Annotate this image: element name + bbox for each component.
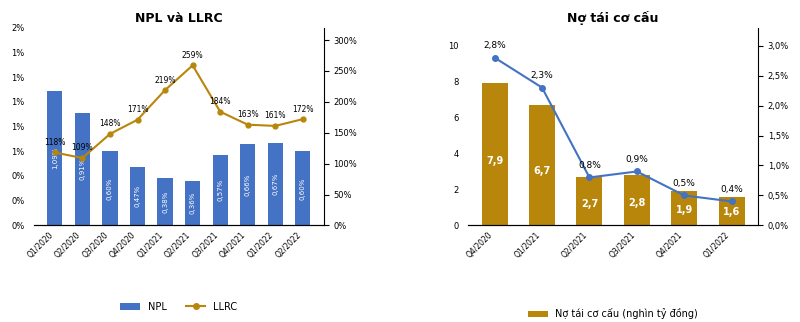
Text: 0,60%: 0,60%: [107, 177, 113, 200]
Text: 0,91%: 0,91%: [79, 158, 86, 180]
Text: 0,47%: 0,47%: [134, 185, 141, 207]
Text: 2,8: 2,8: [628, 198, 646, 208]
Bar: [295, 151, 310, 225]
Bar: [576, 177, 602, 225]
Text: 2,8%: 2,8%: [483, 41, 506, 50]
Bar: [158, 178, 173, 225]
Text: 1,6: 1,6: [723, 207, 740, 217]
Title: NPL và LLRC: NPL và LLRC: [135, 12, 222, 25]
Bar: [529, 105, 555, 225]
Text: 148%: 148%: [99, 119, 121, 128]
Title: Nợ tái cơ cấu: Nợ tái cơ cấu: [567, 11, 659, 25]
Bar: [130, 167, 145, 225]
Text: 161%: 161%: [265, 111, 286, 120]
Text: 184%: 184%: [210, 97, 231, 106]
Text: 6,7: 6,7: [534, 166, 550, 176]
Text: 163%: 163%: [237, 110, 258, 119]
Text: 0,38%: 0,38%: [162, 191, 168, 213]
Bar: [671, 191, 698, 225]
Bar: [102, 151, 118, 225]
Text: 2,7: 2,7: [581, 199, 598, 209]
Text: 2,3%: 2,3%: [530, 71, 554, 80]
Text: 0,8%: 0,8%: [578, 161, 601, 170]
Bar: [213, 155, 228, 225]
Legend: Nợ tái cơ cấu (nghìn tỷ đồng), Nợ tái cơ cấu/dư nợ vay: Nợ tái cơ cấu (nghìn tỷ đồng), Nợ tái cơ…: [524, 305, 702, 322]
Text: 118%: 118%: [44, 138, 66, 147]
Text: 7,9: 7,9: [486, 156, 503, 166]
Bar: [268, 143, 283, 225]
Text: 109%: 109%: [71, 144, 93, 153]
Text: 0,5%: 0,5%: [673, 179, 696, 188]
Bar: [185, 181, 200, 225]
Text: 171%: 171%: [126, 105, 148, 114]
Text: 259%: 259%: [182, 51, 203, 60]
Text: 0,36%: 0,36%: [190, 192, 196, 214]
Text: 0,67%: 0,67%: [272, 173, 278, 195]
Text: 1,9: 1,9: [676, 205, 693, 215]
Legend: NPL, LLRC: NPL, LLRC: [117, 298, 241, 316]
Bar: [75, 113, 90, 225]
Bar: [47, 91, 62, 225]
Text: 0,66%: 0,66%: [245, 174, 250, 196]
Text: 0,57%: 0,57%: [217, 179, 223, 201]
Bar: [718, 197, 745, 225]
Bar: [240, 144, 255, 225]
Text: 0,60%: 0,60%: [300, 177, 306, 200]
Text: 172%: 172%: [292, 105, 314, 114]
Bar: [624, 175, 650, 225]
Text: 0,4%: 0,4%: [720, 185, 743, 194]
Text: 0,9%: 0,9%: [626, 155, 648, 164]
Text: 219%: 219%: [154, 76, 176, 84]
Text: 1,09%: 1,09%: [52, 147, 58, 169]
Bar: [482, 83, 508, 225]
